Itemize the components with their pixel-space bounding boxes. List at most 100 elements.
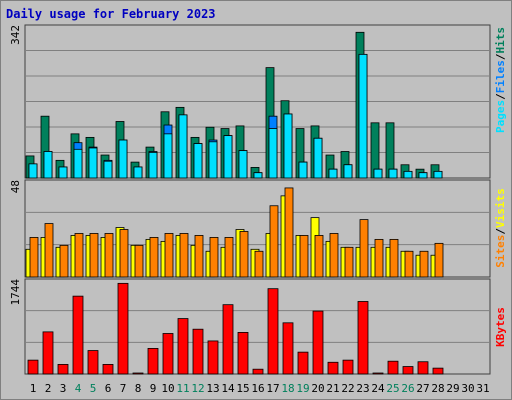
sites-bar-day-2: [44, 223, 54, 278]
x-tick-label-day-10: 10: [161, 382, 174, 395]
sites-bar-day-25: [389, 238, 399, 278]
kbytes-bar-day-7: [117, 282, 129, 375]
x-tick-label-day-15: 15: [236, 382, 249, 395]
sites-bar-day-4: [74, 233, 84, 278]
x-tick-label-day-11: 11: [176, 382, 189, 395]
pages-bar-day-24: [373, 168, 383, 179]
kbytes-bar-day-22: [342, 359, 354, 375]
pages-bar-day-20: [313, 137, 323, 179]
kbytes-bar-day-24: [372, 372, 384, 375]
pages-bar-day-18: [283, 113, 293, 179]
kbytes-bar-day-25: [387, 360, 399, 375]
pages-bar-day-5: [88, 147, 98, 179]
legend-panel-3: KBytes: [494, 307, 507, 347]
x-tick-label-day-18: 18: [281, 382, 294, 395]
chart-title: Daily usage for February 2023: [6, 7, 216, 21]
x-tick-label-day-2: 2: [45, 382, 52, 395]
kbytes-bar-day-20: [312, 310, 324, 375]
kbytes-bar-day-21: [327, 361, 339, 375]
pages-bar-day-3: [58, 166, 68, 179]
kbytes-bar-day-10: [162, 333, 174, 375]
pages-bar-day-21: [328, 168, 338, 179]
kbytes-bar-day-14: [222, 304, 234, 375]
kbytes-bar-day-16: [252, 368, 264, 375]
sites-bar-day-3: [59, 244, 69, 278]
x-tick-label-day-25: 25: [386, 382, 399, 395]
kbytes-bar-day-5: [87, 350, 99, 375]
x-tick-label-day-17: 17: [266, 382, 279, 395]
legend-panel-1: Pages/Files/Hits: [494, 27, 507, 133]
sites-bar-day-17: [269, 205, 279, 278]
legend-entry: /: [494, 53, 507, 60]
pages-bar-day-13: [208, 141, 218, 179]
sites-bar-day-9: [149, 237, 159, 278]
kbytes-bar-day-19: [297, 351, 309, 375]
legend-entry: Sites: [494, 235, 507, 268]
x-tick-label-day-29: 29: [446, 382, 459, 395]
legend-entry: /: [494, 93, 507, 100]
sites-bar-day-11: [179, 233, 189, 278]
sites-bar-day-10: [164, 233, 174, 278]
kbytes-bar-day-3: [57, 364, 69, 375]
kbytes-bar-day-15: [237, 332, 249, 375]
sites-bar-day-27: [419, 250, 429, 278]
x-tick-label-day-12: 12: [191, 382, 204, 395]
pages-bar-day-8: [133, 166, 143, 179]
kbytes-bar-day-18: [282, 322, 294, 375]
legend-entry: Files: [494, 60, 507, 93]
panel-3-background: [24, 278, 491, 375]
pages-bar-day-6: [103, 160, 113, 179]
pages-bar-day-10: [163, 133, 173, 179]
pages-bar-day-23: [358, 53, 368, 179]
y-max-label-panel-3: 1744: [9, 279, 22, 306]
pages-bar-day-2: [43, 151, 53, 179]
y-max-label-panel-2: 48: [9, 180, 22, 193]
x-tick-label-day-30: 30: [461, 382, 474, 395]
sites-bar-day-7: [119, 229, 129, 278]
pages-bar-day-19: [298, 161, 308, 179]
legend-entry: Visits: [494, 188, 507, 228]
kbytes-bar-day-11: [177, 318, 189, 375]
kbytes-bar-day-4: [72, 295, 84, 375]
x-tick-label-day-1: 1: [30, 382, 37, 395]
pages-bar-day-16: [253, 172, 263, 179]
kbytes-bar-day-28: [432, 367, 444, 375]
sites-bar-day-23: [359, 219, 369, 278]
sites-bar-day-19: [299, 235, 309, 278]
x-tick-label-day-27: 27: [416, 382, 429, 395]
kbytes-bar-day-27: [417, 361, 429, 375]
pages-bar-day-14: [223, 135, 233, 179]
x-tick-label-day-9: 9: [150, 382, 157, 395]
x-tick-label-day-13: 13: [206, 382, 219, 395]
sites-bar-day-6: [104, 233, 114, 278]
sites-bar-day-26: [404, 250, 414, 278]
x-tick-label-day-16: 16: [251, 382, 264, 395]
sites-bar-day-12: [194, 235, 204, 278]
x-tick-label-day-6: 6: [105, 382, 112, 395]
legend-entry: KBytes: [494, 307, 507, 347]
x-tick-label-day-7: 7: [120, 382, 127, 395]
pages-bar-day-12: [193, 143, 203, 179]
sites-bar-day-15: [239, 231, 249, 278]
x-tick-label-day-4: 4: [75, 382, 82, 395]
kbytes-bar-day-26: [402, 366, 414, 375]
legend-entry: Hits: [494, 27, 507, 54]
legend-entry: Pages: [494, 100, 507, 133]
legend-panel-2: Sites/Visits: [494, 188, 507, 268]
kbytes-bar-day-12: [192, 328, 204, 375]
sites-bar-day-24: [374, 238, 384, 278]
y-max-label-panel-1: 342: [9, 25, 22, 45]
kbytes-bar-day-17: [267, 288, 279, 375]
pages-bar-day-28: [433, 170, 443, 179]
x-tick-label-day-22: 22: [341, 382, 354, 395]
pages-bar-day-9: [148, 151, 158, 179]
x-tick-label-day-26: 26: [401, 382, 414, 395]
pages-bar-day-17: [268, 128, 278, 179]
sites-bar-day-8: [134, 244, 144, 278]
x-tick-label-day-8: 8: [135, 382, 142, 395]
sites-bar-day-1: [29, 237, 39, 278]
legend-entry: /: [494, 228, 507, 235]
x-tick-label-day-24: 24: [371, 382, 385, 395]
x-tick-label-day-31: 31: [476, 382, 489, 395]
